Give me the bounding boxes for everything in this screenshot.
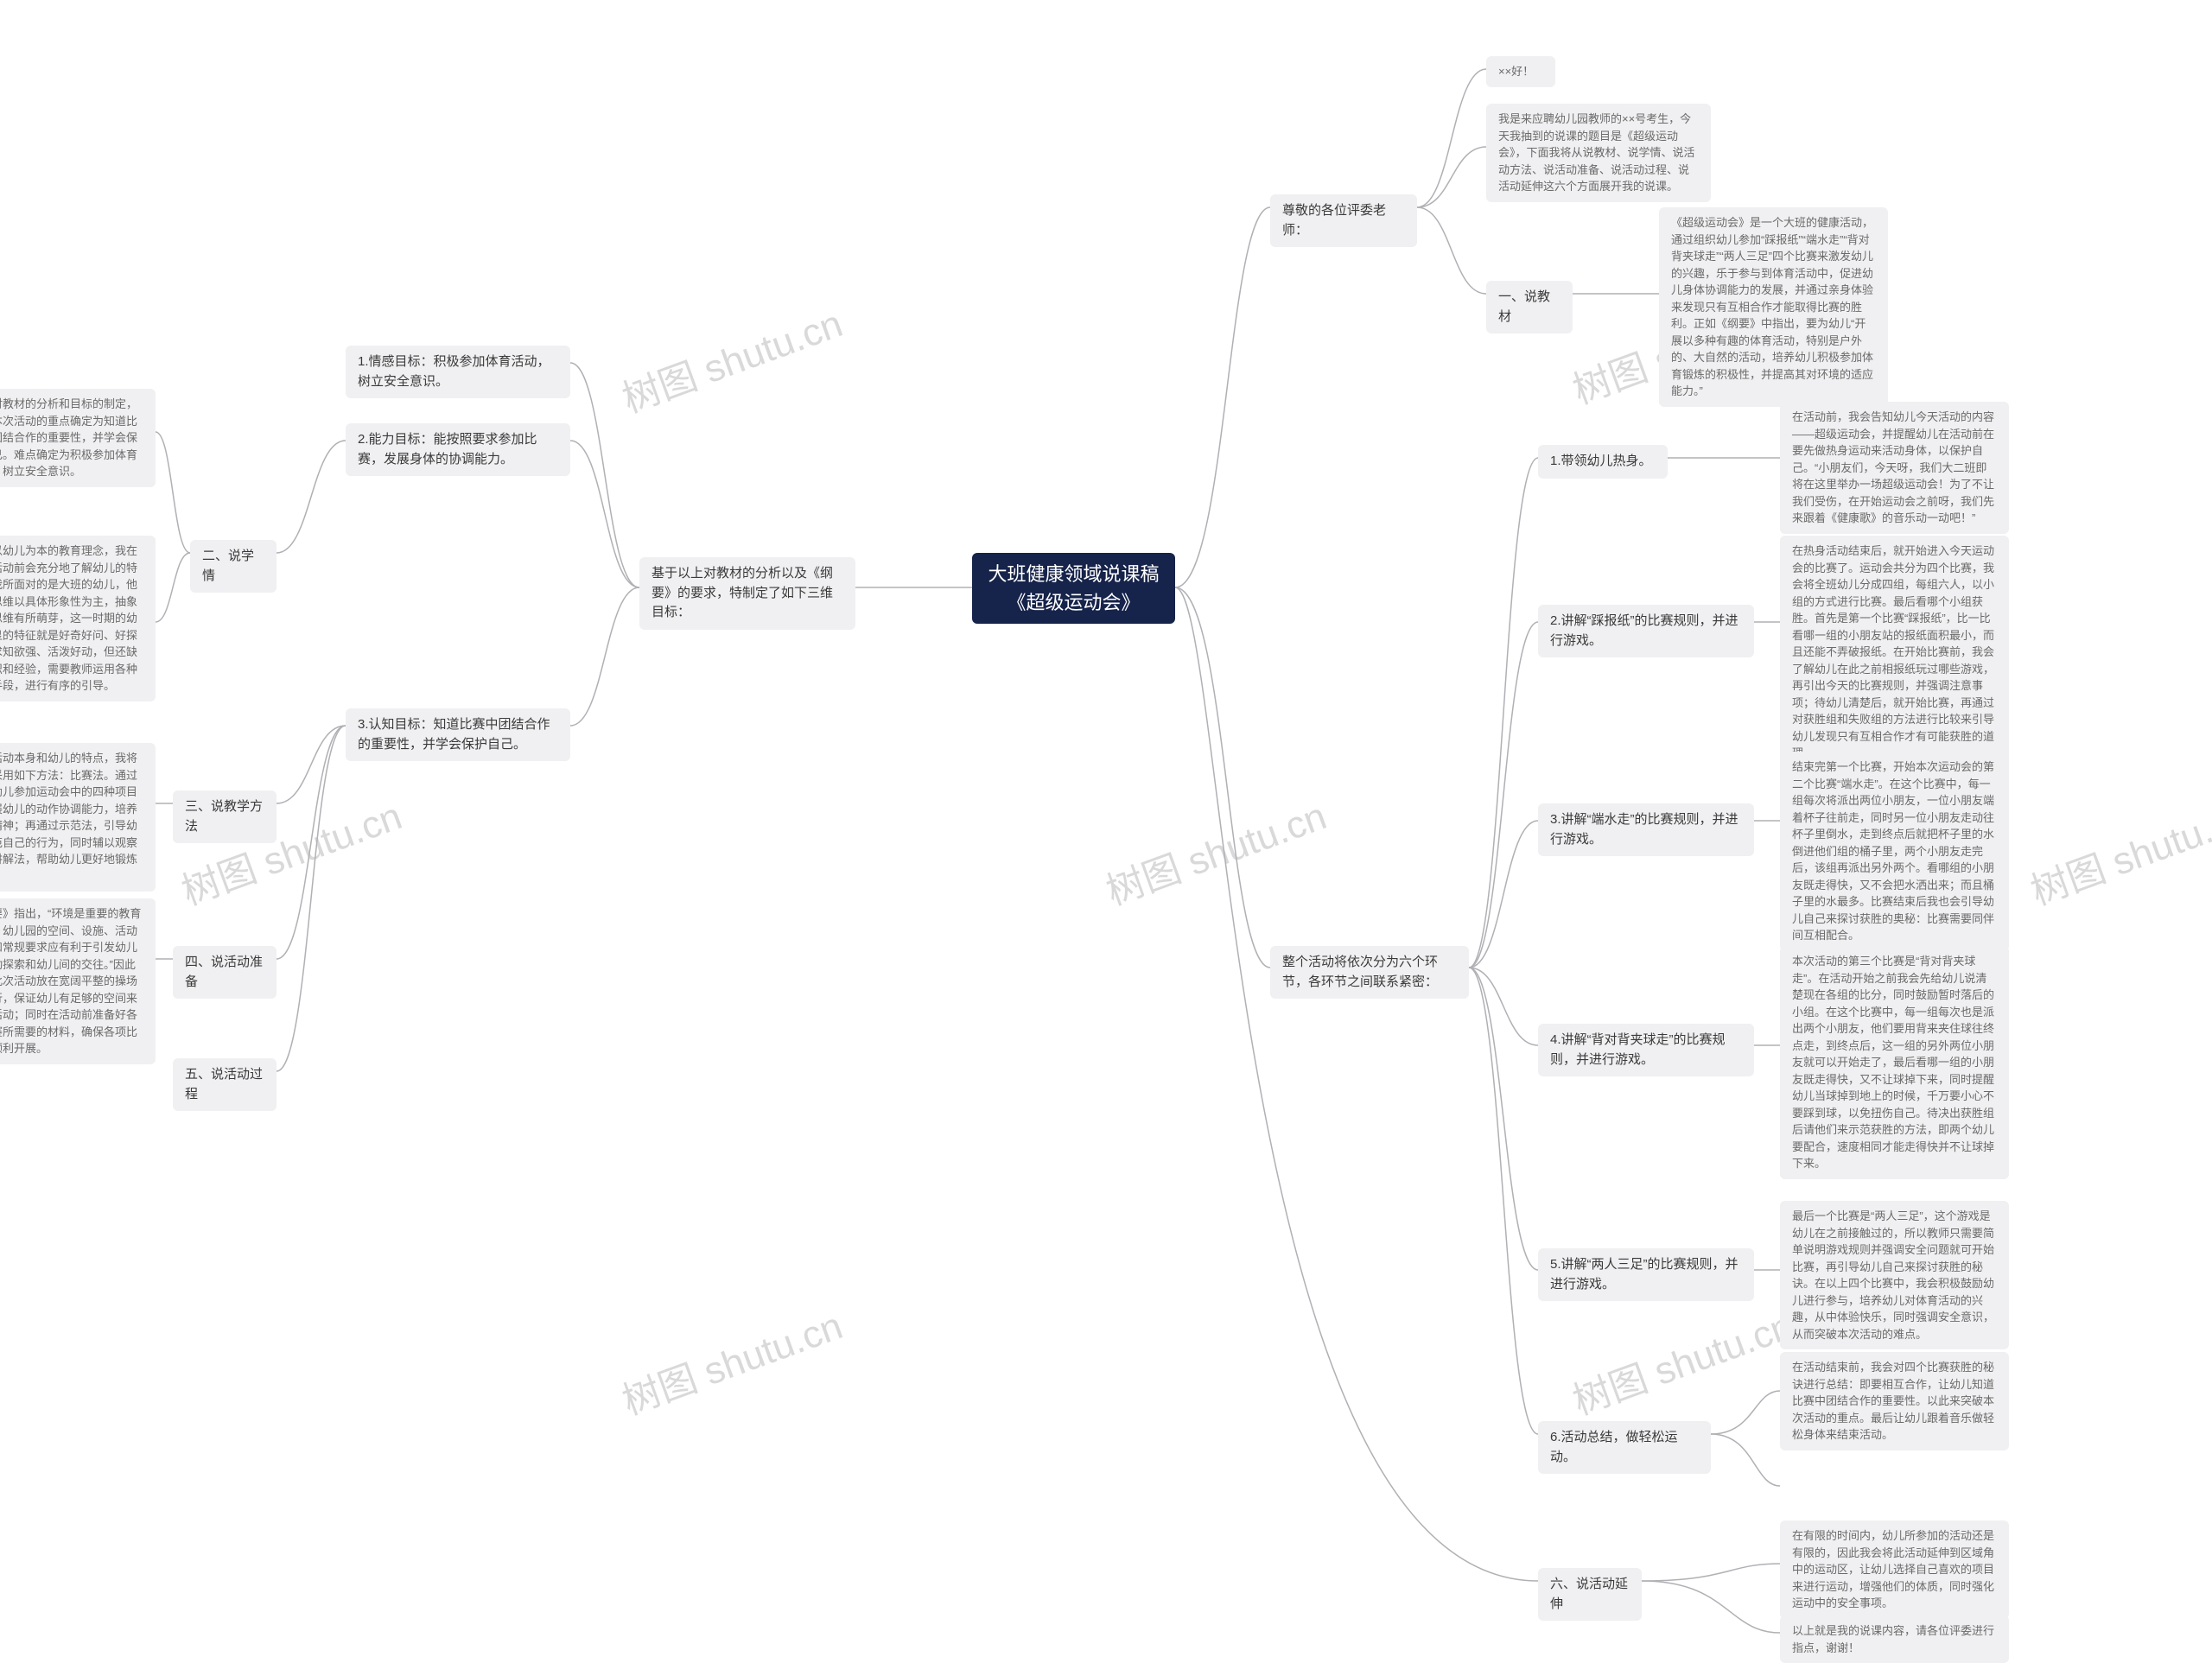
section-4-detail: 《纲要》指出，“环境是重要的教育资源，幼儿园的空间、设施、活动材料和常规要求应有… [0, 898, 156, 1064]
step-2-detail: 在热身活动结束后，就开始进入今天运动会的比赛了。运动会共分为四个比赛，我会将全班… [1780, 536, 2009, 769]
watermark: 树图 shutu.cn [613, 293, 849, 423]
process-node: 整个活动将依次分为六个环节，各环节之间联系紧密： [1270, 946, 1469, 999]
step-4-detail: 本次活动的第三个比赛是“背对背夹球走”。在活动开始之前我会先给幼儿说清楚现在各组… [1780, 946, 2009, 1179]
teachers-node: 尊敬的各位评委老师： [1270, 194, 1417, 247]
step-5: 5.讲解“两人三足”的比赛规则，并进行游戏。 [1538, 1248, 1754, 1301]
step-3-detail: 结束完第一个比赛，开始本次运动会的第二个比赛“端水走”。在这个比赛中，每一组每次… [1780, 752, 2009, 951]
center-title: 大班健康领域说课稿《超级运动会》 [972, 553, 1175, 624]
watermark: 树图 shutu.cn [2022, 785, 2212, 916]
step-6-detail-a: 在活动结束前，我会对四个比赛获胜的秘诀进行总结：即要相互合作，让幼儿知道比赛中团… [1780, 1352, 2009, 1450]
goal-ability: 2.能力目标：能按照要求参加比赛，发展身体的协调能力。 [346, 423, 570, 476]
goal-emotion: 1.情感目标：积极参加体育活动，树立安全意识。 [346, 346, 570, 398]
intro-text: 我是来应聘幼儿园教师的××号考生，今天我抽到的说课的题目是《超级运动会》，下面我… [1486, 104, 1711, 202]
section-6: 六、说活动延伸 [1538, 1568, 1642, 1621]
section-2: 二、说学情 [190, 540, 276, 593]
basis-node: 基于以上对教材的分析以及《纲要》的要求，特制定了如下三维目标： [639, 557, 855, 630]
section-6-detail-b: 以上就是我的说课内容，请各位评委进行指点，谢谢！ [1780, 1615, 2009, 1663]
step-4: 4.讲解“背对背夹球走”的比赛规则，并进行游戏。 [1538, 1024, 1754, 1076]
watermark: 树图 shutu.cn [1564, 1295, 1799, 1425]
section-3-detail: 根据活动本身和幼儿的特点，我将主要采用如下方法：比赛法。通过组织幼儿参加运动会中… [0, 743, 156, 892]
section-1-detail: 《超级运动会》是一个大班的健康活动，通过组织幼儿参加“踩报纸”“端水走”“背对背… [1659, 207, 1888, 407]
step-3: 3.讲解“端水走”的比赛规则，并进行游戏。 [1538, 803, 1754, 856]
section-2-detail-b: 本着以幼儿为本的教育理念，我在开展活动前会充分地了解幼儿的特点：我所面对的是大班… [0, 536, 156, 701]
section-4: 四、说活动准备 [173, 946, 276, 999]
section-1: 一、说教材 [1486, 281, 1573, 333]
step-5-detail: 最后一个比赛是“两人三足”，这个游戏是幼儿在之前接触过的，所以教师只需要简单说明… [1780, 1201, 2009, 1349]
step-6: 6.活动总结，做轻松运动。 [1538, 1421, 1711, 1474]
goal-cognition: 3.认知目标：知道比赛中团结合作的重要性，并学会保护自己。 [346, 708, 570, 761]
greeting: ××好！ [1486, 56, 1555, 87]
section-3: 三、说教学方法 [173, 790, 276, 843]
watermark: 树图 shutu.cn [1097, 785, 1332, 916]
watermark: 树图 shutu.cn [613, 1295, 849, 1425]
step-1: 1.带领幼儿热身。 [1538, 445, 1668, 479]
step-1-detail: 在活动前，我会告知幼儿今天活动的内容——超级运动会，并提醒幼儿在活动前在要先做热… [1780, 402, 2009, 534]
section-6-detail-a: 在有限的时间内，幼儿所参加的活动还是有限的，因此我会将此活动延伸到区域角中的运动… [1780, 1520, 2009, 1619]
step-2: 2.讲解“踩报纸”的比赛规则，并进行游戏。 [1538, 605, 1754, 657]
section-5: 五、说活动过程 [173, 1058, 276, 1111]
section-2-detail-a: 根据对教材的分析和目标的制定，我将本次活动的重点确定为知道比赛中团结合作的重要性… [0, 389, 156, 487]
